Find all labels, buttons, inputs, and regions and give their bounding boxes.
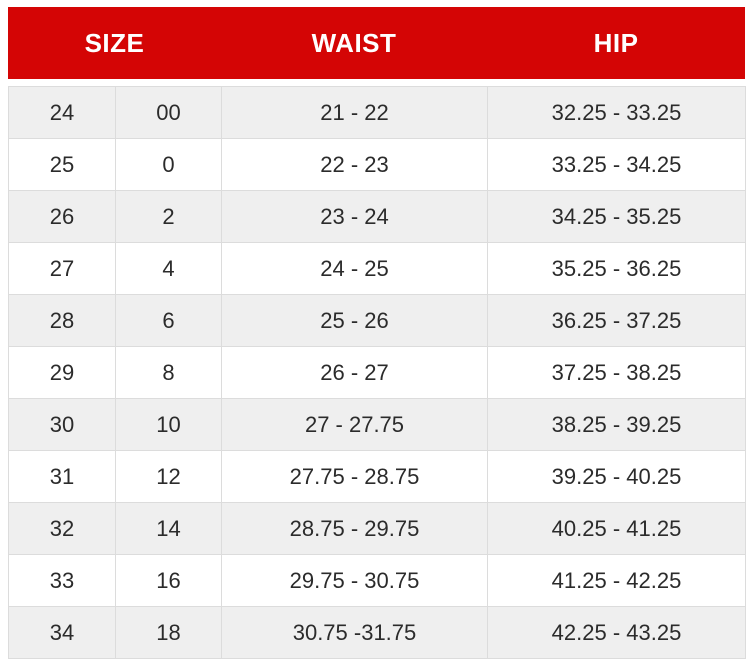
size-chart-table: 24 00 21 - 22 32.25 - 33.25 25 0 22 - 23 33.25 … bbox=[8, 86, 746, 659]
column-header-hip: HIP bbox=[593, 27, 639, 58]
cell-numeric-size: 4 bbox=[115, 242, 222, 295]
cell-hip: 39.25 - 40.25 bbox=[487, 450, 746, 503]
cell-waist: 27 - 27.75 bbox=[221, 398, 488, 451]
cell-numeric-size: 16 bbox=[115, 554, 222, 607]
cell-size: 24 bbox=[8, 86, 116, 139]
cell-hip: 35.25 - 36.25 bbox=[487, 242, 746, 295]
cell-waist: 22 - 23 bbox=[221, 138, 488, 191]
column-header-waist: WAIST bbox=[311, 27, 397, 58]
table-row: 30 10 27 - 27.75 38.25 - 39.25 bbox=[8, 398, 746, 451]
table-row: 33 16 29.75 - 30.75 41.25 - 42.25 bbox=[8, 554, 746, 607]
cell-size: 27 bbox=[8, 242, 116, 295]
cell-waist: 27.75 - 28.75 bbox=[221, 450, 488, 503]
cell-numeric-size: 2 bbox=[115, 190, 222, 243]
cell-numeric-size: 12 bbox=[115, 450, 222, 503]
cell-size: 31 bbox=[8, 450, 116, 503]
cell-waist: 28.75 - 29.75 bbox=[221, 502, 488, 555]
cell-numeric-size: 18 bbox=[115, 606, 222, 659]
cell-hip: 41.25 - 42.25 bbox=[487, 554, 746, 607]
table-row: 25 0 22 - 23 33.25 - 34.25 bbox=[8, 138, 746, 191]
cell-hip: 38.25 - 39.25 bbox=[487, 398, 746, 451]
cell-numeric-size: 6 bbox=[115, 294, 222, 347]
cell-size: 29 bbox=[8, 346, 116, 399]
cell-hip: 36.25 - 37.25 bbox=[487, 294, 746, 347]
cell-waist: 30.75 -31.75 bbox=[221, 606, 488, 659]
size-chart-table-body: 24 00 21 - 22 32.25 - 33.25 25 0 22 - 23 33.25 … bbox=[8, 86, 746, 659]
cell-size: 26 bbox=[8, 190, 116, 243]
table-row: 24 00 21 - 22 32.25 - 33.25 bbox=[8, 86, 746, 139]
cell-size: 33 bbox=[8, 554, 116, 607]
cell-numeric-size: 10 bbox=[115, 398, 222, 451]
cell-size: 30 bbox=[8, 398, 116, 451]
table-row: 32 14 28.75 - 29.75 40.25 - 41.25 bbox=[8, 502, 746, 555]
cell-numeric-size: 8 bbox=[115, 346, 222, 399]
cell-hip: 42.25 - 43.25 bbox=[487, 606, 746, 659]
cell-waist: 21 - 22 bbox=[221, 86, 488, 139]
cell-hip: 40.25 - 41.25 bbox=[487, 502, 746, 555]
cell-hip: 32.25 - 33.25 bbox=[487, 86, 746, 139]
table-row: 31 12 27.75 - 28.75 39.25 - 40.25 bbox=[8, 450, 746, 503]
cell-hip: 37.25 - 38.25 bbox=[487, 346, 746, 399]
cell-waist: 26 - 27 bbox=[221, 346, 488, 399]
cell-size: 34 bbox=[8, 606, 116, 659]
cell-hip: 34.25 - 35.25 bbox=[487, 190, 746, 243]
table-row: 34 18 30.75 -31.75 42.25 - 43.25 bbox=[8, 606, 746, 659]
column-header-size: SIZE bbox=[84, 27, 145, 58]
cell-size: 28 bbox=[8, 294, 116, 347]
table-row: 27 4 24 - 25 35.25 - 36.25 bbox=[8, 242, 746, 295]
table-row: 29 8 26 - 27 37.25 - 38.25 bbox=[8, 346, 746, 399]
cell-waist: 25 - 26 bbox=[221, 294, 488, 347]
size-chart-header: SIZE WAIST HIP bbox=[8, 7, 745, 79]
table-row: 26 2 23 - 24 34.25 - 35.25 bbox=[8, 190, 746, 243]
cell-hip: 33.25 - 34.25 bbox=[487, 138, 746, 191]
cell-waist: 29.75 - 30.75 bbox=[221, 554, 488, 607]
cell-size: 25 bbox=[8, 138, 116, 191]
cell-numeric-size: 14 bbox=[115, 502, 222, 555]
cell-numeric-size: 0 bbox=[115, 138, 222, 191]
cell-waist: 24 - 25 bbox=[221, 242, 488, 295]
cell-waist: 23 - 24 bbox=[221, 190, 488, 243]
cell-numeric-size: 00 bbox=[115, 86, 222, 139]
cell-size: 32 bbox=[8, 502, 116, 555]
table-row: 28 6 25 - 26 36.25 - 37.25 bbox=[8, 294, 746, 347]
